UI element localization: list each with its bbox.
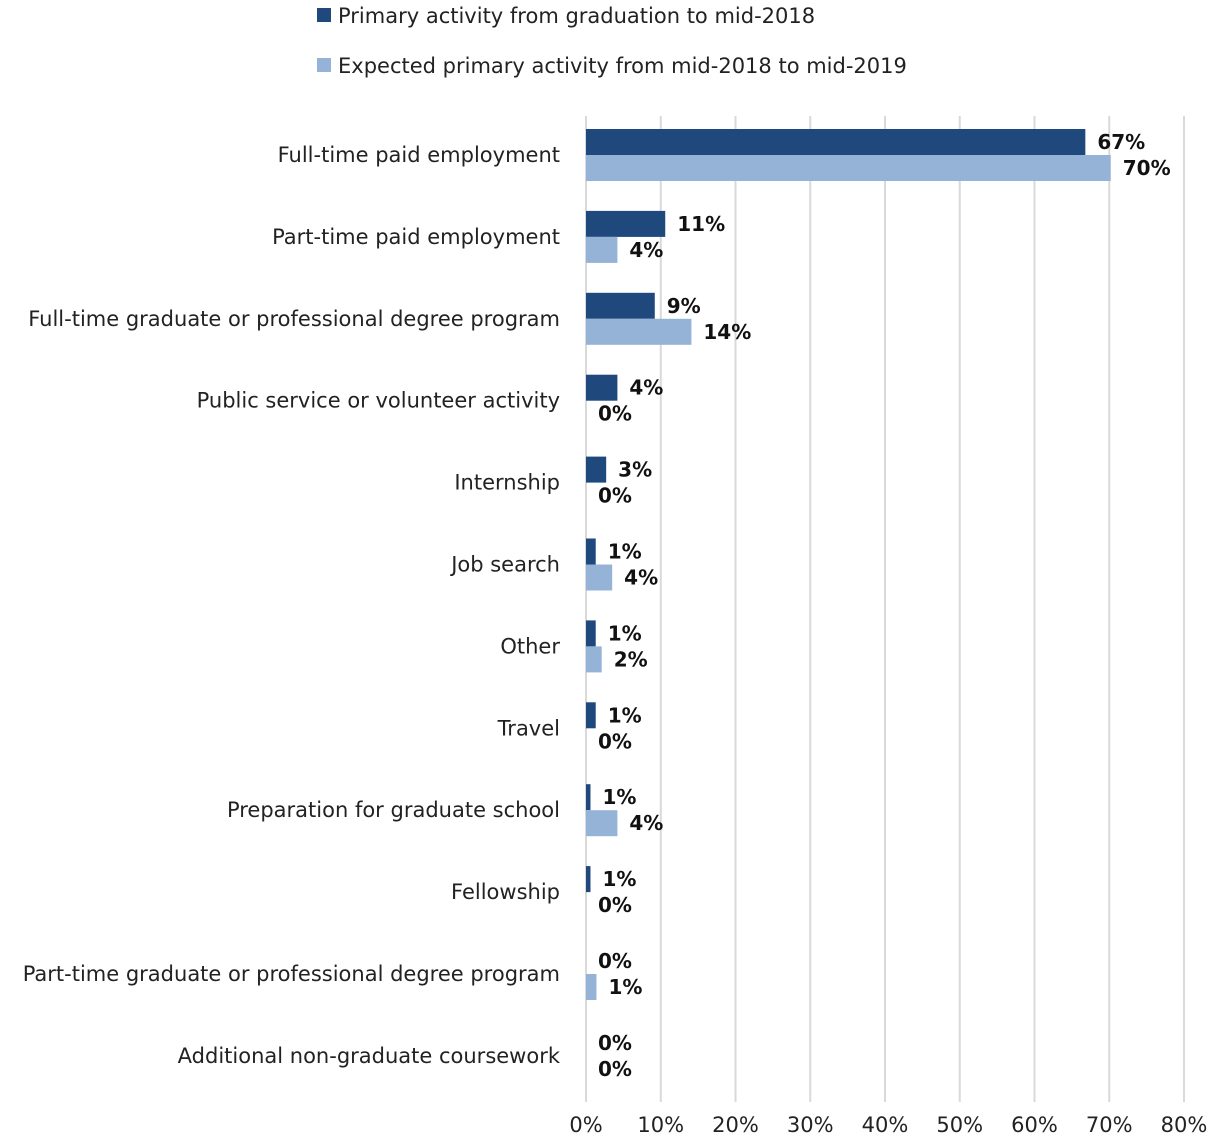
data-label-series-1: 9%	[667, 294, 701, 318]
data-label-series-2: 0%	[598, 893, 632, 917]
x-tick-label: 60%	[1011, 1113, 1058, 1137]
data-label-series-1: 1%	[608, 703, 642, 727]
data-label-series-1: 1%	[602, 867, 636, 891]
bar-series-1	[586, 374, 618, 401]
bar-series-2	[586, 646, 602, 673]
bar-series-1	[586, 456, 607, 483]
bar-series-1	[586, 129, 1086, 155]
legend-label-2: Expected primary activity from mid-2018 …	[338, 54, 907, 78]
data-label-series-1: 0%	[598, 1031, 632, 1055]
data-label-series-1: 0%	[598, 949, 632, 973]
data-label-series-2: 0%	[598, 484, 632, 508]
data-label-series-2: 4%	[629, 238, 663, 262]
data-label-series-1: 3%	[618, 458, 652, 482]
bars	[586, 129, 1111, 1000]
category-label: Part-time graduate or professional degre…	[23, 962, 560, 986]
data-label-series-2: 1%	[608, 975, 642, 999]
category-label: Public service or volunteer activity	[197, 389, 560, 413]
data-label-series-1: 1%	[608, 621, 642, 645]
data-label-series-2: 0%	[598, 1057, 632, 1081]
category-label: Part-time paid employment	[272, 225, 560, 249]
bar-series-1	[586, 292, 655, 319]
data-label-series-2: 2%	[614, 647, 648, 671]
data-label-series-1: 1%	[608, 540, 642, 564]
data-label-series-2: 0%	[598, 729, 632, 753]
data-label-series-1: 4%	[629, 376, 663, 400]
category-label: Full-time paid employment	[278, 143, 560, 167]
bar-series-2	[586, 810, 618, 837]
x-axis-tick-labels: 0% 10% 20% 30% 40% 50% 60% 70% 80%	[569, 1113, 1207, 1137]
category-label: Job search	[449, 553, 560, 577]
bar-series-1	[586, 866, 591, 893]
data-label-series-2: 14%	[703, 320, 751, 344]
data-labels: 67%70%11%4%9%14%4%0%3%0%1%4%1%2%1%0%1%4%…	[598, 130, 1171, 1081]
bar-series-2	[586, 318, 692, 345]
x-tick-label: 10%	[637, 1113, 684, 1137]
bar-series-1	[586, 620, 596, 647]
gridlines	[585, 116, 1185, 1102]
x-tick-label: 20%	[712, 1113, 759, 1137]
x-tick-label: 70%	[1086, 1113, 1133, 1137]
bar-series-1	[586, 538, 596, 565]
category-label: Fellowship	[451, 880, 560, 904]
bar-series-1	[586, 702, 596, 729]
category-label: Additional non-graduate coursework	[178, 1044, 561, 1068]
data-label-series-2: 4%	[629, 811, 663, 835]
legend-swatch-1	[317, 8, 331, 22]
category-label: Preparation for graduate school	[227, 798, 560, 822]
bar-series-2	[586, 236, 618, 263]
legend-swatch-2	[317, 58, 331, 72]
bar-series-2	[586, 974, 597, 1000]
x-tick-label: 80%	[1161, 1113, 1208, 1137]
x-tick-label: 50%	[936, 1113, 983, 1137]
x-tick-label: 40%	[862, 1113, 909, 1137]
bar-series-2	[586, 155, 1111, 181]
category-label: Internship	[454, 471, 560, 495]
legend: Primary activity from graduation to mid-…	[317, 4, 907, 78]
data-label-series-1: 1%	[602, 785, 636, 809]
category-labels: Full-time paid employment Part-time paid …	[23, 143, 561, 1068]
x-tick-label: 30%	[787, 1113, 834, 1137]
category-label: Other	[500, 634, 560, 658]
bar-series-1	[586, 210, 666, 237]
bar-series-2	[586, 564, 613, 591]
x-tick-label: 0%	[569, 1113, 602, 1137]
data-label-series-2: 0%	[598, 402, 632, 426]
legend-label-1: Primary activity from graduation to mid-…	[338, 4, 815, 28]
data-label-series-1: 11%	[677, 212, 725, 236]
data-label-series-2: 70%	[1123, 156, 1171, 180]
data-label-series-2: 4%	[624, 566, 658, 590]
data-label-series-1: 67%	[1097, 130, 1145, 154]
category-label: Travel	[497, 716, 560, 740]
bar-series-1	[586, 784, 591, 811]
category-label: Full-time graduate or professional degre…	[28, 307, 560, 331]
